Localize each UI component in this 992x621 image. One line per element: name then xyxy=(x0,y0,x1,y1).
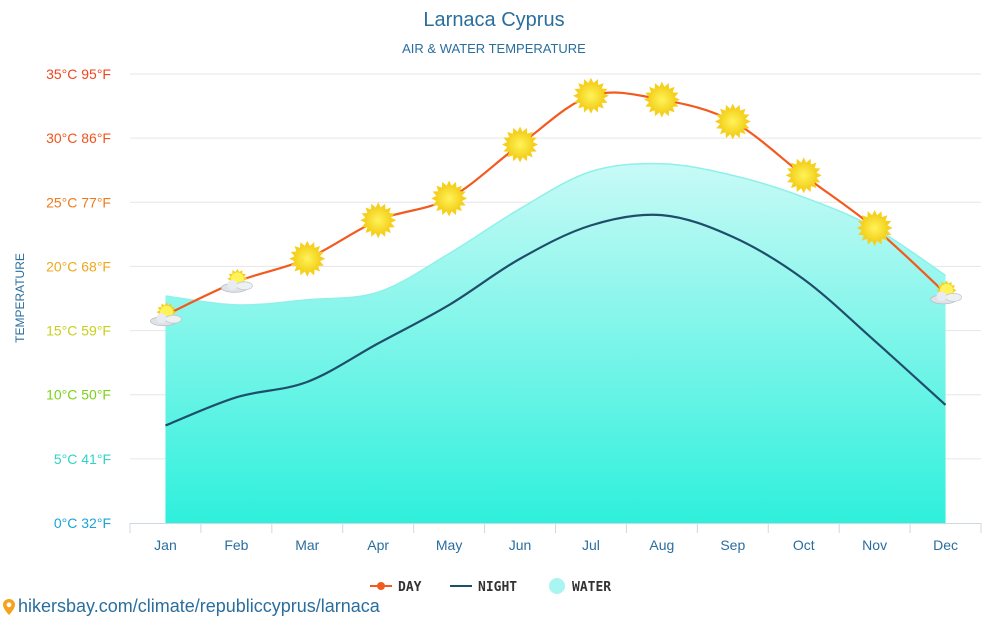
sun-icon xyxy=(572,77,609,114)
x-tick-label: Apr xyxy=(367,537,389,553)
x-tick-label: Oct xyxy=(793,537,815,553)
day-series xyxy=(150,77,962,327)
x-tick-label: Mar xyxy=(295,537,319,553)
sun-icon xyxy=(785,157,822,194)
y-tick-label: 35°C 95°F xyxy=(46,66,111,82)
partly-cloudy-icon xyxy=(930,280,962,305)
y-axis-title: TEMPERATURE xyxy=(13,253,27,343)
x-tick-label: Aug xyxy=(649,537,674,553)
water-area xyxy=(165,163,946,524)
x-tick-label: May xyxy=(436,537,462,553)
sun-icon xyxy=(431,180,468,217)
legend-night-label: NIGHT xyxy=(478,580,517,595)
legend-night[interactable]: NIGHT xyxy=(450,580,517,595)
sun-icon xyxy=(714,103,751,140)
source-link[interactable]: hikersbay.com/climate/republiccyprus/lar… xyxy=(2,596,380,617)
x-tick-label: Dec xyxy=(933,537,958,553)
chart-subtitle: AIR & WATER TEMPERATURE xyxy=(402,41,586,56)
location-pin-icon xyxy=(3,598,15,615)
legend: DAY NIGHT WATER xyxy=(370,578,611,595)
night-line xyxy=(165,213,947,427)
water-line xyxy=(165,162,946,306)
y-tick-label: 25°C 77°F xyxy=(46,194,111,210)
x-tick-label: Feb xyxy=(224,537,248,553)
sun-icon xyxy=(289,240,326,277)
source-text: hikersbay.com/climate/republiccyprus/lar… xyxy=(18,596,380,616)
legend-water[interactable]: WATER xyxy=(549,578,611,595)
x-tick-label: Sep xyxy=(720,537,745,553)
sun-icon xyxy=(643,81,680,118)
chart-title: Larnaca Cyprus xyxy=(423,9,564,31)
y-tick-labels: 0°C 32°F 5°C 41°F 10°C 50°F 15°C 59°F 20°C 6… xyxy=(46,66,111,531)
y-tick-label: 0°C 32°F xyxy=(54,515,111,531)
y-tick-label: 15°C 59°F xyxy=(46,323,111,339)
water-series xyxy=(165,162,946,524)
x-tick-label: Jun xyxy=(509,537,532,553)
night-series xyxy=(165,213,947,427)
x-axis: Jan Feb Mar Apr May Jun Jul Aug Sep Oct Nov Dec xyxy=(129,523,982,553)
legend-day-label: DAY xyxy=(398,580,422,595)
sun-icon xyxy=(360,202,397,239)
y-tick-label: 30°C 86°F xyxy=(46,130,111,146)
x-tick-label: Jul xyxy=(582,537,600,553)
sun-icon xyxy=(502,126,539,163)
y-tick-label: 10°C 50°F xyxy=(46,387,111,403)
legend-day[interactable]: DAY xyxy=(370,580,422,595)
y-tick-label: 20°C 68°F xyxy=(46,258,111,274)
x-tick-label: Jan xyxy=(154,537,177,553)
legend-water-label: WATER xyxy=(572,580,611,595)
y-tick-label: 5°C 41°F xyxy=(54,451,111,467)
partly-cloudy-icon xyxy=(150,302,182,327)
partly-cloudy-icon xyxy=(220,268,253,293)
sun-icon xyxy=(856,209,893,246)
x-tick-label: Nov xyxy=(862,537,887,553)
